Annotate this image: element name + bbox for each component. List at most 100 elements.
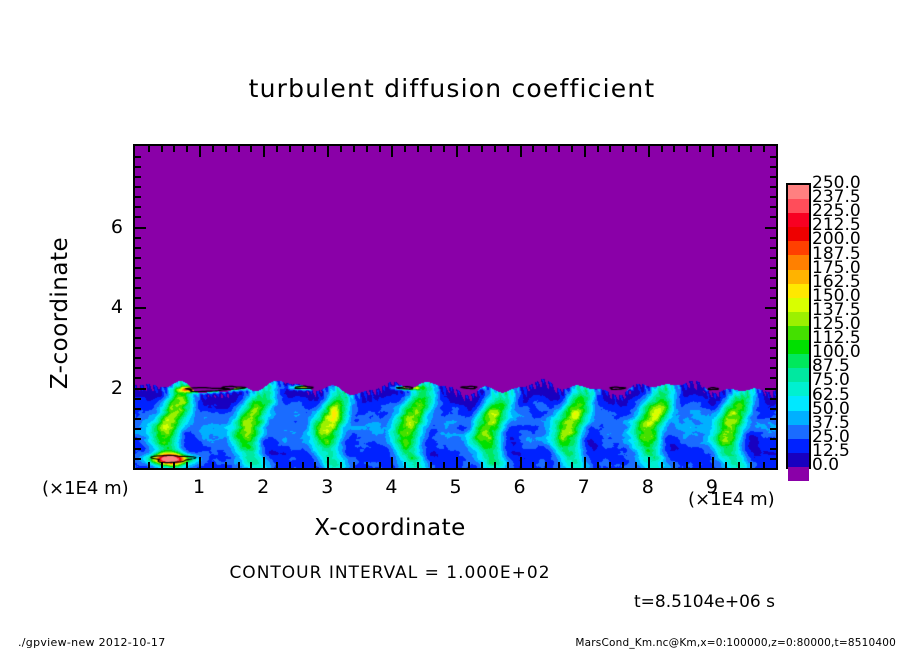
axis-tick bbox=[770, 458, 776, 460]
axis-tick bbox=[135, 287, 141, 289]
colorbar-band bbox=[788, 368, 809, 383]
axis-tick bbox=[763, 146, 765, 152]
x-axis-unit-right: (×1E4 m) bbox=[688, 489, 775, 510]
axis-tick bbox=[135, 237, 141, 239]
colorbar-band bbox=[788, 227, 809, 242]
colorbar-tick-label: 137.5 bbox=[812, 299, 861, 320]
colorbar-band bbox=[788, 354, 809, 369]
colorbar-tick-label: 225.0 bbox=[812, 201, 861, 222]
axis-tick bbox=[135, 257, 141, 259]
axis-tick bbox=[148, 462, 150, 468]
colorbar-band bbox=[788, 396, 809, 411]
axis-tick bbox=[135, 418, 141, 420]
colorbar-band bbox=[788, 311, 809, 326]
colorbar-tick-label: 12.5 bbox=[812, 440, 850, 461]
axis-tick bbox=[673, 462, 675, 468]
contour-field bbox=[135, 146, 776, 468]
axis-tick bbox=[263, 146, 265, 157]
axis-tick bbox=[520, 146, 522, 157]
x-tick-label: 1 bbox=[193, 476, 206, 498]
axis-tick bbox=[770, 317, 776, 319]
axis-tick bbox=[276, 146, 278, 152]
axis-tick bbox=[584, 457, 586, 468]
axis-tick bbox=[340, 462, 342, 468]
axis-tick bbox=[635, 146, 637, 152]
colorbar-band bbox=[788, 325, 809, 341]
axis-tick bbox=[379, 462, 381, 468]
axis-tick bbox=[391, 457, 393, 468]
axis-tick bbox=[302, 146, 304, 152]
colorbar-tick-label: 212.5 bbox=[812, 215, 861, 236]
axis-tick bbox=[770, 267, 776, 269]
axis-tick bbox=[673, 146, 675, 152]
axis-tick bbox=[770, 206, 776, 208]
x-tick-label: 4 bbox=[385, 476, 398, 498]
axis-tick bbox=[417, 146, 419, 152]
axis-tick bbox=[597, 462, 599, 468]
colorbar-tick-label: 62.5 bbox=[812, 384, 850, 405]
colorbar-labels: 250.0 237.5 225.0 212.5 200.0 187.5 175.0 162.5… bbox=[812, 175, 882, 474]
axis-tick bbox=[135, 176, 141, 178]
axis-tick bbox=[609, 462, 611, 468]
colorbar-tick-label: 237.5 bbox=[812, 187, 861, 208]
colorbar-band bbox=[788, 185, 809, 200]
colorbar-band bbox=[788, 269, 809, 284]
axis-tick bbox=[770, 418, 776, 420]
axis-tick bbox=[481, 146, 483, 152]
axis-tick bbox=[725, 462, 727, 468]
axis-tick bbox=[712, 457, 714, 468]
axis-tick bbox=[430, 462, 432, 468]
x-tick-label: 3 bbox=[321, 476, 334, 498]
colorbar-tick-label: 112.5 bbox=[812, 328, 861, 349]
axis-tick bbox=[212, 462, 214, 468]
axis-tick bbox=[135, 206, 141, 208]
axis-tick bbox=[770, 216, 776, 218]
colorbar-tick-label: 150.0 bbox=[812, 285, 861, 306]
y-tick-label: 4 bbox=[110, 296, 123, 318]
axis-tick bbox=[250, 146, 252, 152]
axis-tick bbox=[135, 327, 141, 329]
axis-tick bbox=[135, 307, 146, 309]
axis-tick bbox=[507, 462, 509, 468]
axis-tick bbox=[622, 462, 624, 468]
axis-tick bbox=[186, 462, 188, 468]
axis-tick bbox=[571, 462, 573, 468]
colorbar-tick-label: 75.0 bbox=[812, 370, 850, 391]
axis-tick bbox=[456, 457, 458, 468]
colorbar-tick-label: 175.0 bbox=[812, 257, 861, 278]
x-tick-label: 7 bbox=[577, 476, 590, 498]
axis-tick bbox=[135, 216, 141, 218]
colorbar-band bbox=[788, 452, 809, 467]
axis-tick bbox=[302, 462, 304, 468]
axis-tick bbox=[199, 146, 201, 157]
axis-tick bbox=[770, 408, 776, 410]
axis-tick bbox=[770, 438, 776, 440]
axis-tick bbox=[276, 462, 278, 468]
y-tick-label: 2 bbox=[110, 376, 123, 399]
colorbar-tick-label: 187.5 bbox=[812, 243, 861, 264]
axis-tick bbox=[225, 462, 227, 468]
axis-tick bbox=[622, 146, 624, 152]
axis-tick bbox=[430, 146, 432, 152]
axis-tick bbox=[135, 277, 141, 279]
colorbar-tick-label: 0.0 bbox=[812, 455, 840, 475]
contour-plot bbox=[133, 144, 778, 470]
axis-tick bbox=[770, 277, 776, 279]
axis-tick bbox=[135, 156, 141, 158]
colorbar-band bbox=[788, 382, 809, 397]
axis-tick bbox=[225, 146, 227, 152]
axis-tick bbox=[571, 146, 573, 152]
axis-tick bbox=[532, 146, 534, 152]
x-tick-label: 5 bbox=[449, 476, 462, 498]
axis-tick bbox=[456, 146, 458, 157]
axis-tick bbox=[699, 146, 701, 152]
colorbar-tick-label: 50.0 bbox=[812, 398, 850, 419]
axis-tick bbox=[135, 388, 146, 390]
axis-tick bbox=[770, 367, 776, 369]
axis-tick bbox=[135, 428, 141, 430]
colorbar-band bbox=[788, 340, 809, 355]
axis-tick bbox=[770, 237, 776, 239]
axis-tick bbox=[545, 462, 547, 468]
colorbar-tick-label: 125.0 bbox=[812, 314, 861, 334]
axis-tick bbox=[770, 377, 776, 379]
